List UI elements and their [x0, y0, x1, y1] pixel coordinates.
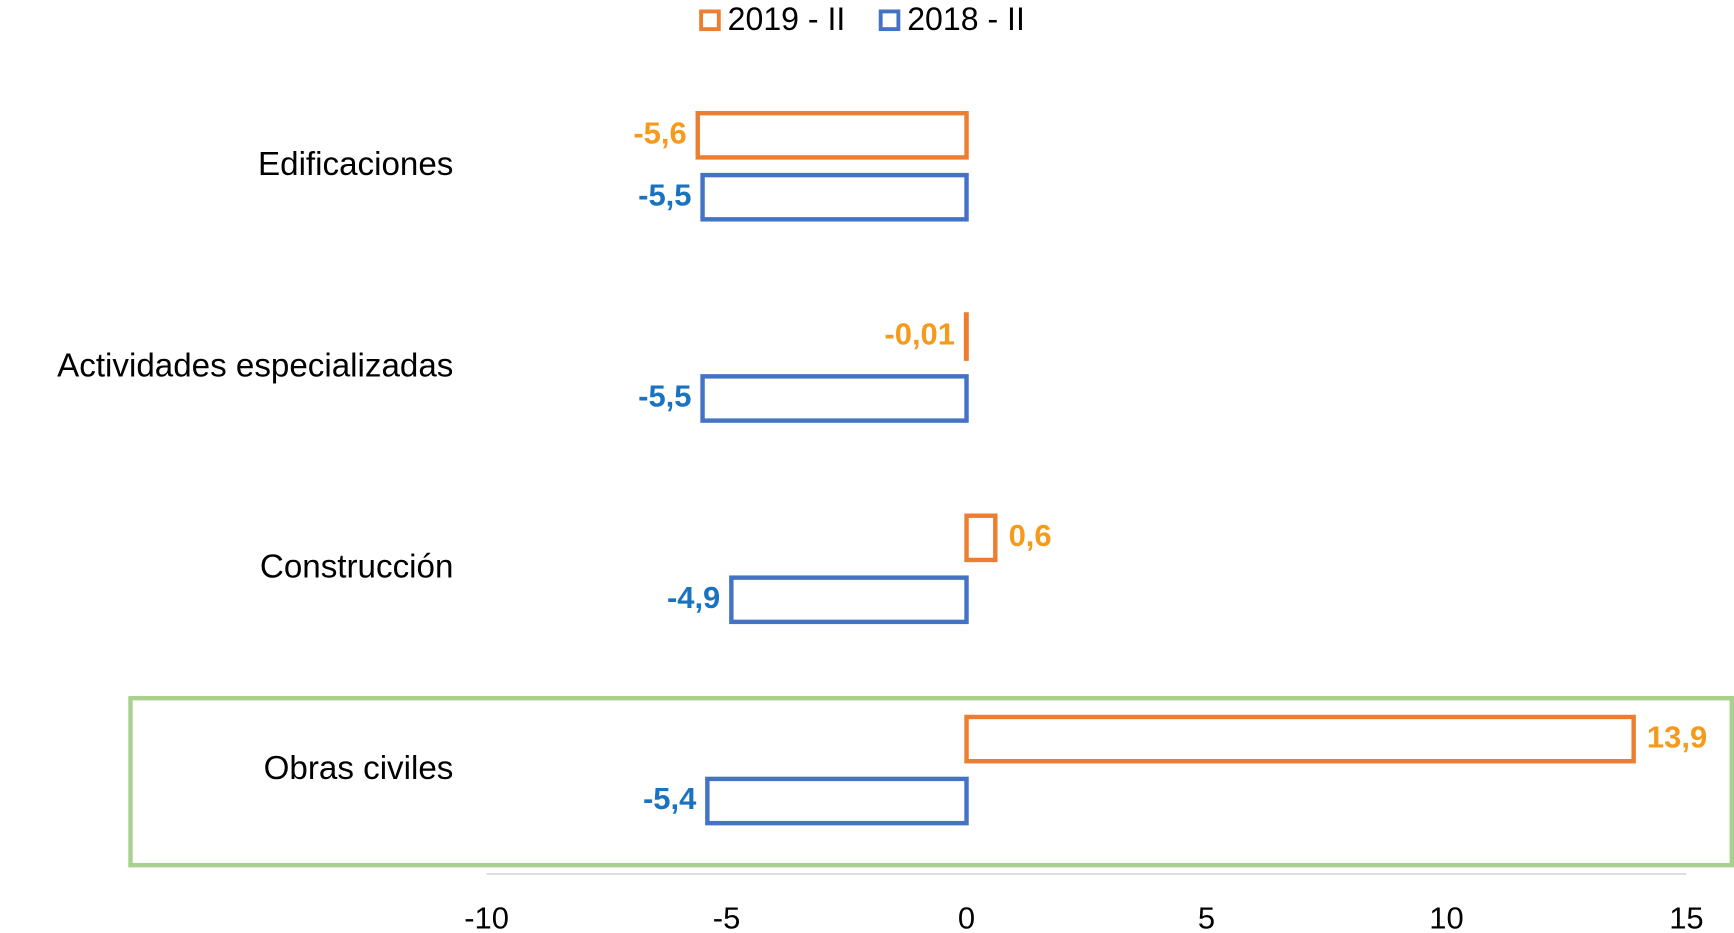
legend-swatch — [878, 9, 901, 32]
bar — [963, 312, 969, 361]
bar — [695, 110, 969, 160]
legend-label: 2019 - II — [728, 1, 846, 37]
value-label: -5,6 — [633, 115, 686, 150]
bar — [964, 714, 1636, 764]
bar — [700, 374, 969, 423]
x-tick-label: 15 — [1669, 901, 1703, 933]
bar — [964, 513, 998, 563]
legend-label: 2018 - II — [907, 1, 1025, 37]
value-label: 0,6 — [1009, 518, 1052, 553]
x-tick-label: 0 — [958, 901, 975, 933]
category-label: Actividades especializadas — [57, 347, 453, 384]
bar — [729, 575, 969, 625]
legend-swatch — [699, 9, 721, 32]
x-tick-label: 10 — [1429, 901, 1463, 933]
highlight-box — [128, 695, 1734, 868]
value-label: 13,9 — [1647, 719, 1707, 754]
value-label: -5,5 — [638, 379, 691, 414]
category-label: Edificaciones — [258, 146, 453, 183]
value-label: -4,9 — [667, 580, 720, 615]
x-tick-label: 5 — [1198, 901, 1215, 933]
x-tick-label: -10 — [464, 901, 509, 933]
bar — [700, 172, 969, 222]
x-tick-label: -5 — [713, 901, 741, 933]
value-label: -0,01 — [884, 317, 955, 352]
category-label: Construcción — [260, 549, 454, 586]
value-label: -5,5 — [638, 177, 691, 212]
bar — [705, 776, 969, 826]
category-label: Obras civiles — [264, 750, 454, 787]
value-label: -5,4 — [643, 781, 697, 816]
